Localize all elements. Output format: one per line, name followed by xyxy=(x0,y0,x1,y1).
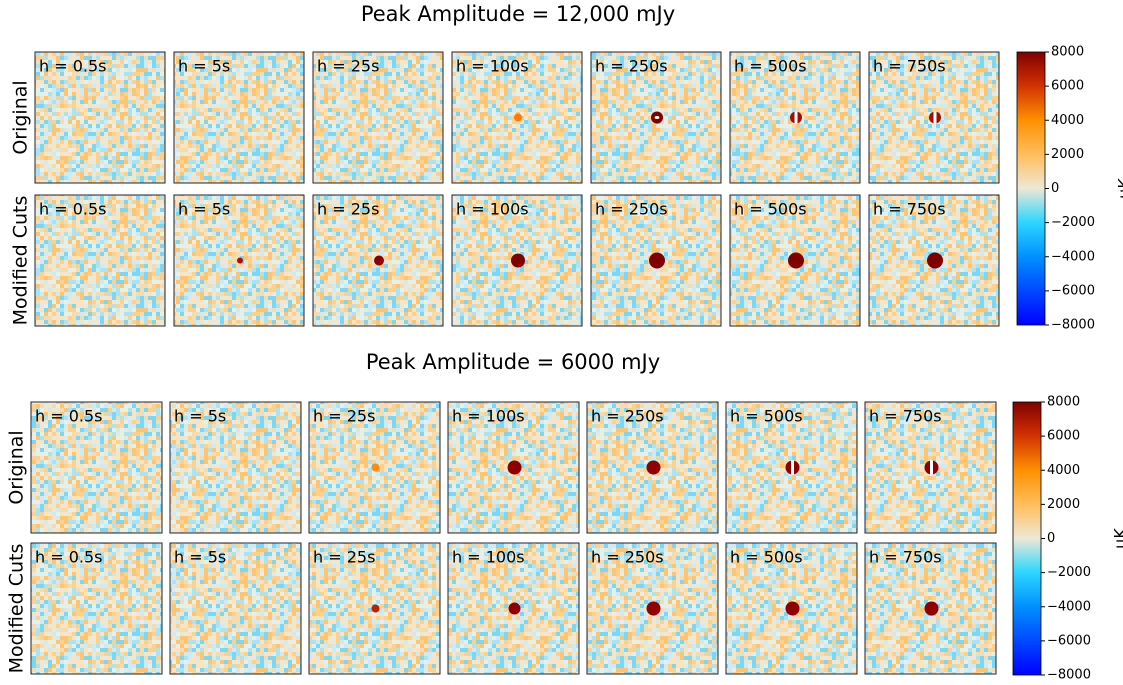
source xyxy=(508,602,521,615)
panel-label: h = 250s xyxy=(591,548,664,567)
panel-label: h = 5s xyxy=(174,548,226,567)
panel-label: h = 500s xyxy=(730,548,803,567)
source xyxy=(511,253,525,268)
colorbar-tick-label: 8000 xyxy=(1047,395,1080,410)
panel-label: h = 250s xyxy=(591,407,664,426)
colorbar-tick-label: −4000 xyxy=(1051,249,1095,264)
source-gap xyxy=(930,460,933,475)
source-core xyxy=(654,116,660,119)
panel-label: h = 0.5s xyxy=(39,57,107,76)
source xyxy=(507,460,522,475)
panel-label: h = 25s xyxy=(317,200,379,219)
colorbar-tick-label: −8000 xyxy=(1051,318,1095,333)
colorbar-tick-label: 8000 xyxy=(1051,45,1084,60)
row-label: Original xyxy=(6,430,28,504)
colorbar xyxy=(1012,401,1042,676)
map-image xyxy=(169,401,302,534)
source xyxy=(371,463,380,472)
map-image xyxy=(34,194,166,327)
panel-label: h = 0.5s xyxy=(35,407,103,426)
panel-label: h = 100s xyxy=(452,407,525,426)
panel-label: h = 100s xyxy=(456,57,529,76)
panel-label: h = 100s xyxy=(452,548,525,567)
panel-label: h = 5s xyxy=(174,407,226,426)
map-image xyxy=(864,542,997,675)
map-image xyxy=(30,542,163,675)
map-image xyxy=(312,51,444,184)
map-image xyxy=(30,401,163,534)
source xyxy=(785,601,800,616)
source xyxy=(788,252,804,269)
colorbar-tick-label: 0 xyxy=(1047,531,1055,546)
panel-label: h = 25s xyxy=(313,407,375,426)
panel-label: h = 0.5s xyxy=(35,548,103,567)
panel-label: h = 750s xyxy=(869,407,942,426)
colorbar-tick-label: −2000 xyxy=(1047,565,1091,580)
colorbar-label: μK xyxy=(1111,528,1123,549)
colorbar-tick-label: 6000 xyxy=(1051,79,1084,94)
source xyxy=(649,252,665,269)
map-image xyxy=(34,51,166,184)
colorbar-tick-label: −2000 xyxy=(1051,215,1095,230)
row-label: Modified Cuts xyxy=(10,196,32,326)
figure-title: Peak Amplitude = 6000 mJy xyxy=(366,350,660,374)
panel-label: h = 750s xyxy=(873,57,946,76)
colorbar-tick-label: 2000 xyxy=(1051,147,1084,162)
source xyxy=(371,604,380,613)
colorbar-tick-label: 6000 xyxy=(1047,429,1080,444)
row-label: Modified Cuts xyxy=(6,544,28,674)
panel-label: h = 0.5s xyxy=(39,200,107,219)
source xyxy=(646,460,661,475)
panel-label: h = 5s xyxy=(178,200,230,219)
colorbar-tick-label: −4000 xyxy=(1047,599,1091,614)
panel-label: h = 5s xyxy=(178,57,230,76)
colorbar xyxy=(1016,51,1046,326)
source xyxy=(927,252,943,269)
panel-label: h = 250s xyxy=(595,200,668,219)
source-gap xyxy=(794,111,798,124)
source xyxy=(374,255,384,266)
panel-label: h = 500s xyxy=(734,57,807,76)
panel-label: h = 500s xyxy=(734,200,807,219)
colorbar-tick-label: 0 xyxy=(1051,181,1059,196)
panel-label: h = 25s xyxy=(317,57,379,76)
source xyxy=(237,257,243,264)
panel-label: h = 750s xyxy=(869,548,942,567)
colorbar-tick-label: 4000 xyxy=(1047,463,1080,478)
row-label: Original xyxy=(10,80,32,154)
panel-label: h = 250s xyxy=(595,57,668,76)
panel-label: h = 750s xyxy=(873,200,946,219)
panel-label: h = 500s xyxy=(730,407,803,426)
panel-label: h = 25s xyxy=(313,548,375,567)
figure-title: Peak Amplitude = 12,000 mJy xyxy=(361,2,675,26)
colorbar-tick-label: 2000 xyxy=(1047,497,1080,512)
panel-label: h = 100s xyxy=(456,200,529,219)
colorbar-tick-label: −6000 xyxy=(1047,633,1091,648)
source xyxy=(514,113,522,122)
source xyxy=(646,601,661,616)
source xyxy=(924,601,939,616)
colorbar-tick-label: −8000 xyxy=(1047,668,1091,683)
map-image xyxy=(173,51,305,184)
source-gap xyxy=(933,111,937,124)
colorbar-label: μK xyxy=(1115,178,1123,199)
source-gap xyxy=(791,460,794,475)
colorbar-tick-label: −6000 xyxy=(1051,283,1095,298)
map-image xyxy=(169,542,302,675)
colorbar-tick-label: 4000 xyxy=(1051,113,1084,128)
